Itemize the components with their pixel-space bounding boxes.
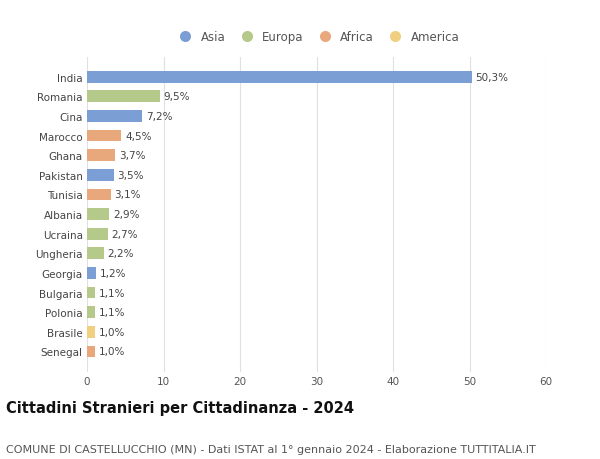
Bar — [87, 287, 95, 299]
Bar — [87, 248, 104, 260]
Bar — [87, 307, 95, 319]
Bar — [87, 150, 115, 162]
Text: 1,2%: 1,2% — [100, 269, 127, 278]
Bar — [87, 228, 107, 240]
Text: 2,9%: 2,9% — [113, 210, 140, 219]
Text: 50,3%: 50,3% — [476, 73, 509, 83]
Bar — [87, 268, 96, 279]
Text: 3,5%: 3,5% — [118, 170, 144, 180]
Text: 1,1%: 1,1% — [99, 288, 126, 298]
Text: 2,2%: 2,2% — [107, 249, 134, 259]
Text: 3,1%: 3,1% — [115, 190, 141, 200]
Bar — [87, 326, 95, 338]
Bar — [87, 189, 111, 201]
Bar — [87, 72, 472, 84]
Text: 9,5%: 9,5% — [163, 92, 190, 102]
Text: 1,1%: 1,1% — [99, 308, 126, 318]
Text: 1,0%: 1,0% — [98, 327, 125, 337]
Text: COMUNE DI CASTELLUCCHIO (MN) - Dati ISTAT al 1° gennaio 2024 - Elaborazione TUTT: COMUNE DI CASTELLUCCHIO (MN) - Dati ISTA… — [6, 444, 536, 454]
Text: 7,2%: 7,2% — [146, 112, 172, 122]
Text: 3,7%: 3,7% — [119, 151, 146, 161]
Text: 1,0%: 1,0% — [98, 347, 125, 357]
Text: 2,7%: 2,7% — [112, 229, 138, 239]
Bar — [87, 91, 160, 103]
Text: 4,5%: 4,5% — [125, 131, 152, 141]
Bar — [87, 130, 121, 142]
Bar — [87, 346, 95, 358]
Text: Cittadini Stranieri per Cittadinanza - 2024: Cittadini Stranieri per Cittadinanza - 2… — [6, 400, 354, 415]
Bar — [87, 111, 142, 123]
Bar — [87, 209, 109, 220]
Bar — [87, 169, 114, 181]
Legend: Asia, Europa, Africa, America: Asia, Europa, Africa, America — [171, 28, 462, 46]
